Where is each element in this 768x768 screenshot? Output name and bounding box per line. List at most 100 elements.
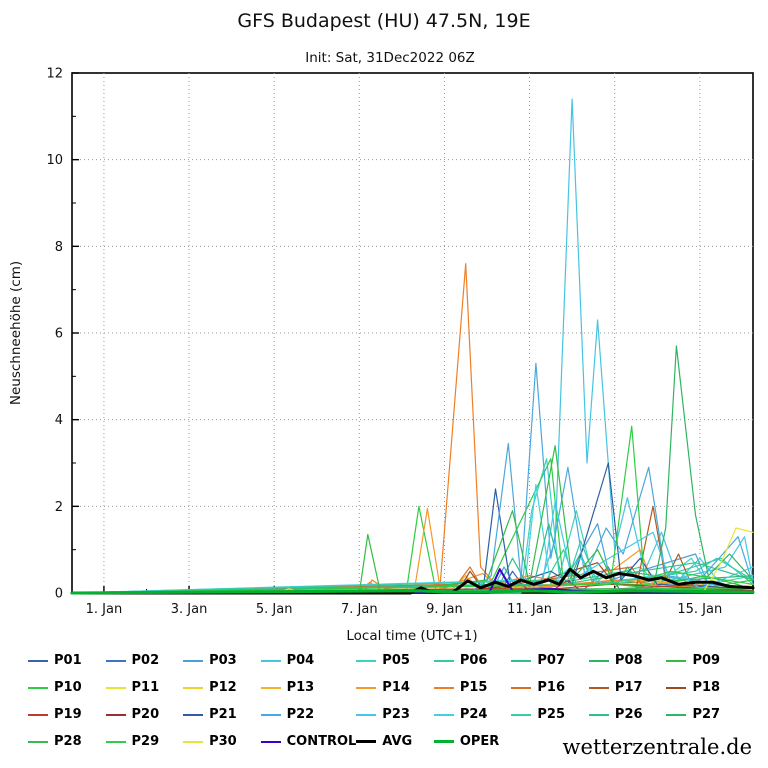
legend-swatch-P26 bbox=[588, 713, 609, 716]
legend-item-P30: P30 bbox=[183, 731, 261, 752]
legend-label: P22 bbox=[286, 707, 315, 722]
legend-label: P14 bbox=[382, 680, 410, 695]
legend-item-P23: P23 bbox=[356, 704, 434, 725]
legend-item-P06: P06 bbox=[433, 650, 512, 671]
legend-label: P25 bbox=[537, 707, 565, 722]
legend-label: P20 bbox=[131, 707, 160, 722]
legend-item-P21: P21 bbox=[183, 704, 261, 725]
legend-label: P24 bbox=[459, 707, 488, 722]
legend-label: P02 bbox=[131, 653, 160, 668]
legend-item-P12: P12 bbox=[183, 677, 261, 698]
legend-label: P11 bbox=[131, 680, 160, 695]
legend-swatch-P24 bbox=[433, 713, 454, 716]
legend-swatch-P17 bbox=[588, 686, 609, 689]
y-tick-label: 0 bbox=[55, 587, 63, 602]
legend-label: P05 bbox=[382, 653, 410, 668]
y-tick-label: 10 bbox=[46, 153, 63, 168]
legend-label: P15 bbox=[459, 680, 488, 695]
legend-label: P28 bbox=[54, 734, 82, 749]
y-tick-label: 8 bbox=[55, 240, 63, 255]
legend-item-P10: P10 bbox=[28, 677, 106, 698]
legend-swatch-P07 bbox=[511, 659, 532, 662]
legend-item-P28: P28 bbox=[28, 731, 106, 752]
legend-swatch-P27 bbox=[666, 713, 687, 716]
legend-item-P27: P27 bbox=[666, 704, 744, 725]
x-tick-label: 13. Jan bbox=[592, 602, 637, 617]
x-tick-label: 1. Jan bbox=[86, 602, 123, 617]
legend-swatch-CONTROL bbox=[260, 740, 281, 743]
series-P15-line bbox=[71, 263, 754, 594]
legend-swatch-P06 bbox=[433, 659, 454, 662]
legend-label: P29 bbox=[131, 734, 160, 749]
series-P10-line bbox=[71, 458, 754, 594]
series-P21-line bbox=[71, 462, 754, 594]
legend-label: P17 bbox=[614, 680, 643, 695]
legend-label: OPER bbox=[459, 734, 500, 749]
legend-item-P20: P20 bbox=[105, 704, 184, 725]
legend-label: P04 bbox=[286, 653, 315, 668]
legend-item-P17: P17 bbox=[588, 677, 667, 698]
legend-item-P24: P24 bbox=[433, 704, 512, 725]
legend-label: P26 bbox=[614, 707, 643, 722]
legend-item-P11: P11 bbox=[105, 677, 184, 698]
legend-label: P01 bbox=[54, 653, 82, 668]
legend-label: P19 bbox=[54, 707, 82, 722]
legend-swatch-P04 bbox=[260, 659, 281, 662]
legend-item-P16: P16 bbox=[511, 677, 589, 698]
legend-label: P30 bbox=[209, 734, 237, 749]
legend-swatch-P01 bbox=[28, 659, 48, 662]
legend-item-OPER: OPER bbox=[433, 731, 512, 752]
legend-label: P21 bbox=[209, 707, 237, 722]
series-OPER-line bbox=[70, 589, 755, 595]
y-axis-label: Neuschneehöhe (cm) bbox=[8, 261, 24, 405]
legend-label: P23 bbox=[382, 707, 410, 722]
legend-swatch-P11 bbox=[105, 686, 126, 689]
legend-item-P14: P14 bbox=[356, 677, 434, 698]
x-tick-label: 11. Jan bbox=[507, 602, 552, 617]
legend-swatch-P08 bbox=[588, 659, 609, 662]
legend-item-P07: P07 bbox=[511, 650, 589, 671]
legend-item-P03: P03 bbox=[183, 650, 261, 671]
legend-swatch-P05 bbox=[356, 659, 377, 662]
legend-label: P16 bbox=[537, 680, 565, 695]
legend-swatch-P16 bbox=[511, 686, 532, 689]
chart-title: GFS Budapest (HU) 47.5N, 19E bbox=[237, 10, 530, 32]
legend-item-P04: P04 bbox=[260, 650, 357, 671]
legend-item-P15: P15 bbox=[433, 677, 512, 698]
legend-swatch-OPER bbox=[433, 740, 454, 743]
legend-item-P02: P02 bbox=[105, 650, 184, 671]
legend-label: P27 bbox=[692, 707, 721, 722]
legend-swatch-P18 bbox=[666, 686, 687, 689]
legend-label: P06 bbox=[459, 653, 488, 668]
legend-item-P25: P25 bbox=[511, 704, 589, 725]
legend-swatch-P02 bbox=[105, 659, 126, 662]
legend-swatch-P21 bbox=[183, 713, 204, 716]
series-P14-line bbox=[71, 507, 754, 594]
legend-label: P08 bbox=[614, 653, 643, 668]
legend-item-P22: P22 bbox=[260, 704, 357, 725]
legend-swatch-P30 bbox=[183, 740, 204, 743]
legend-label: P12 bbox=[209, 680, 237, 695]
legend-swatch-P20 bbox=[105, 713, 126, 716]
x-tick-label: 3. Jan bbox=[171, 602, 208, 617]
legend-item-AVG: AVG bbox=[356, 731, 434, 752]
legend-label: P18 bbox=[692, 680, 721, 695]
legend-swatch-P03 bbox=[183, 659, 204, 662]
x-tick-label: 9. Jan bbox=[426, 602, 463, 617]
watermark: wetterzentrale.de bbox=[562, 735, 752, 759]
legend-item-P13: P13 bbox=[260, 677, 357, 698]
legend-item-P26: P26 bbox=[588, 704, 667, 725]
y-tick-label: 2 bbox=[55, 500, 63, 515]
legend-item-P05: P05 bbox=[356, 650, 434, 671]
x-tick-label: 15. Jan bbox=[677, 602, 722, 617]
legend-swatch-P19 bbox=[28, 713, 48, 716]
legend-label: P10 bbox=[54, 680, 82, 695]
legend-item-P09: P09 bbox=[666, 650, 744, 671]
legend-swatch-P29 bbox=[105, 740, 126, 743]
legend-label: P07 bbox=[537, 653, 565, 668]
ensemble-plume-chart: GFS Budapest (HU) 47.5N, 19E Init: Sat, … bbox=[8, 10, 755, 644]
legend-swatch-P28 bbox=[28, 740, 48, 743]
legend-swatch-P15 bbox=[433, 686, 454, 689]
chart-legend: P01 P02 P03 P04 P05 P06 P07 P08 P09 P10 P11 P12 P13 P… bbox=[28, 650, 744, 752]
